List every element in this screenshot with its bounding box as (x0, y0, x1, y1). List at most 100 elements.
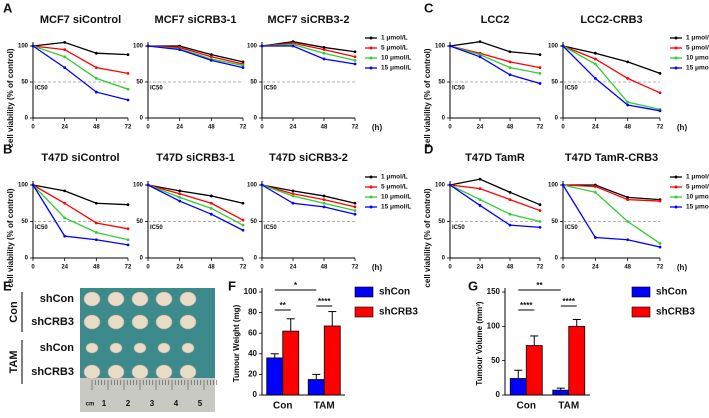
point (593, 77, 597, 80)
point (322, 57, 326, 61)
point (538, 220, 542, 223)
significance-label: **** (563, 297, 576, 306)
point (94, 66, 98, 69)
point (241, 228, 245, 232)
point (353, 209, 357, 212)
point (94, 221, 98, 225)
x-tick-label: 48 (507, 125, 514, 131)
point (538, 225, 542, 229)
y-axis-label: Tumour Weight (mg) (232, 304, 241, 382)
y-tick-label: 0 (555, 116, 559, 122)
legend-swatch (631, 286, 651, 298)
row-label: shCRB3 (31, 316, 74, 328)
tumor (179, 291, 197, 307)
point (209, 212, 213, 216)
bar (525, 345, 543, 396)
point (209, 194, 213, 198)
legend-label: 5 μmol/L (381, 45, 408, 52)
point (63, 201, 67, 205)
y-tick-label: 100 (247, 183, 258, 189)
y-tick-label: 50 (491, 356, 500, 365)
y-tick-label: 150 (487, 287, 501, 296)
point (508, 212, 512, 216)
x-tick-label: 24 (61, 125, 68, 131)
x-tick-label: 72 (125, 125, 132, 131)
point (561, 44, 565, 48)
y-tick-label: 100 (435, 44, 446, 50)
x-axis-label: (h) (677, 123, 688, 132)
significance-label: ** (280, 301, 287, 310)
point (658, 245, 662, 249)
series-line (449, 184, 541, 228)
x-tick-label: Con (273, 401, 292, 412)
x-axis-label: (h) (372, 123, 383, 132)
point (593, 51, 597, 55)
point (658, 242, 662, 245)
series-line (32, 45, 129, 101)
legend-marker (674, 185, 678, 189)
point (241, 60, 245, 64)
y-tick-label: 60 (248, 328, 257, 337)
point (31, 183, 35, 187)
series-line (147, 184, 244, 204)
chart-title: MCF7 siCRB3-2 (268, 14, 350, 26)
legend-label: 1 μmol/L (381, 35, 408, 42)
x-tick-label: 72 (125, 265, 132, 271)
point (209, 53, 213, 57)
x-tick-label: 72 (352, 265, 359, 271)
point (146, 183, 150, 187)
point (478, 40, 482, 44)
legend-label: 1 μmol/L (381, 174, 408, 181)
point (209, 206, 213, 210)
series-line (449, 178, 541, 206)
series-line (562, 45, 661, 74)
point (94, 238, 98, 242)
y-tick-label: 0 (254, 256, 258, 262)
annotation: IC50 (264, 225, 277, 231)
ruler-label: 4 (174, 399, 179, 408)
tumor (83, 364, 101, 380)
x-tick-label: 48 (321, 125, 328, 131)
point (626, 77, 630, 80)
point (508, 73, 512, 77)
x-tick-label: 24 (592, 125, 599, 131)
point (626, 103, 630, 107)
y-tick-label: 100 (133, 183, 144, 189)
point (538, 209, 542, 212)
x-axis-label: (h) (677, 263, 688, 272)
point (626, 196, 630, 199)
y-tick-label: 100 (133, 44, 144, 50)
y-tick-label: 100 (18, 183, 29, 189)
series-line (563, 184, 661, 201)
panel-label: A (3, 0, 13, 15)
group-label: Con (8, 301, 20, 323)
point (94, 51, 98, 55)
legend-swatch (354, 306, 374, 318)
x-tick-label: TAM (314, 401, 335, 412)
series-line (32, 45, 129, 90)
chart-title: T47D siCRB3-1 (156, 152, 235, 164)
point (593, 62, 597, 66)
series-line (261, 184, 356, 208)
point (126, 238, 130, 242)
y-tick-label: 50 (438, 219, 445, 225)
x-tick-label: 72 (657, 265, 664, 271)
legend-label: shCRB3 (379, 307, 418, 318)
y-tick-label: 40 (248, 349, 257, 358)
significance-label: ** (536, 281, 543, 290)
y-tick-label: 100 (247, 44, 258, 50)
point (353, 50, 357, 54)
x-tick-label: 72 (352, 125, 359, 131)
point (291, 189, 295, 193)
point (63, 66, 67, 69)
y-tick-label: 20 (248, 370, 257, 379)
x-tick-label: 48 (93, 265, 100, 271)
chart-title: T47D siCRB3-2 (269, 152, 348, 164)
point (538, 82, 542, 85)
point (94, 201, 98, 205)
point (448, 183, 452, 187)
point (538, 66, 542, 69)
legend-marker (674, 66, 678, 70)
chart-title: MCF7 siControl (40, 14, 121, 26)
